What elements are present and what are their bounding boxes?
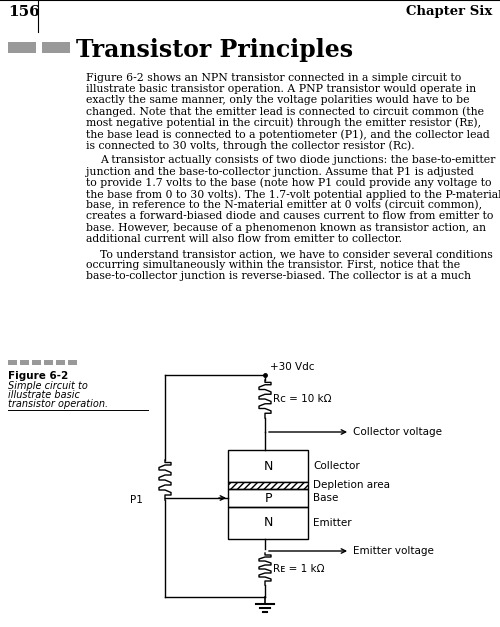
Text: creates a forward-biased diode and causes current to flow from emitter to: creates a forward-biased diode and cause… [86,211,494,221]
Text: 156: 156 [8,5,40,19]
Text: is connected to 30 volts, through the collector resistor (Rᴄ).: is connected to 30 volts, through the co… [86,140,414,150]
Bar [20,360,29,365]
Bar [8,360,17,365]
Text: Emitter: Emitter [313,518,352,528]
Bar [228,482,308,489]
Text: Rᴇ = 1 kΩ: Rᴇ = 1 kΩ [273,564,324,574]
Text: Transistor Principles: Transistor Principles [76,38,353,62]
Bar [42,42,70,53]
Bar [56,360,65,365]
Text: the base lead is connected to a potentiometer (P1), and the collector lead: the base lead is connected to a potentio… [86,129,490,140]
Text: P: P [264,492,272,505]
Text: additional current will also flow from emitter to collector.: additional current will also flow from e… [86,234,402,244]
Text: +30 Vdc: +30 Vdc [270,362,314,372]
Text: To understand transistor action, we have to consider several conditions: To understand transistor action, we have… [100,249,493,259]
Bar [44,360,53,365]
Text: Rᴄ = 10 kΩ: Rᴄ = 10 kΩ [273,394,332,404]
Text: Collector: Collector [313,461,360,471]
Text: N: N [264,517,272,529]
Text: Figure 6-2: Figure 6-2 [8,371,68,381]
Text: Collector voltage: Collector voltage [353,427,442,437]
Text: transistor operation.: transistor operation. [8,399,108,409]
Text: the base from 0 to 30 volts). The 1.7-volt potential applied to the P-material: the base from 0 to 30 volts). The 1.7-vo… [86,189,500,199]
Text: A transistor actually consists of two diode junctions: the base-to-emitter: A transistor actually consists of two di… [100,155,495,166]
Bar [32,360,41,365]
Text: base, in reference to the N-material emitter at 0 volts (circuit common),: base, in reference to the N-material emi… [86,200,482,211]
Bar [228,489,308,507]
Text: illustrate basic: illustrate basic [8,390,80,400]
Bar [68,360,77,365]
Text: base-to-collector junction is reverse-biased. The collector is at a much: base-to-collector junction is reverse-bi… [86,271,471,282]
Text: most negative potential in the circuit) through the emitter resistor (Rᴇ),: most negative potential in the circuit) … [86,118,481,129]
Text: Depletion area: Depletion area [313,480,390,490]
Text: occurring simultaneously within the transistor. First, notice that the: occurring simultaneously within the tran… [86,260,460,270]
Text: N: N [264,460,272,473]
Text: exactly the same manner, only the voltage polarities would have to be: exactly the same manner, only the voltag… [86,95,469,105]
Bar [228,450,308,482]
Text: Chapter Six: Chapter Six [406,5,492,18]
Text: Base: Base [313,493,338,503]
Text: to provide 1.7 volts to the base (note how P1 could provide any voltage to: to provide 1.7 volts to the base (note h… [86,178,492,188]
Bar [8,42,36,53]
Text: P1: P1 [130,495,143,505]
Text: Simple circuit to: Simple circuit to [8,381,88,391]
Text: illustrate basic transistor operation. A PNP transistor would operate in: illustrate basic transistor operation. A… [86,84,476,94]
Text: base. However, because of a phenomenon known as transistor action, an: base. However, because of a phenomenon k… [86,223,486,233]
Text: changed. Note that the emitter lead is connected to circuit common (the: changed. Note that the emitter lead is c… [86,107,484,117]
Text: Figure 6-2 shows an NPN transistor connected in a simple circuit to: Figure 6-2 shows an NPN transistor conne… [86,73,461,83]
Text: Emitter voltage: Emitter voltage [353,546,434,556]
Text: junction and the base-to-collector junction. Assume that P1 is adjusted: junction and the base-to-collector junct… [86,167,474,177]
Bar [0,0,38,32]
Bar [228,507,308,539]
